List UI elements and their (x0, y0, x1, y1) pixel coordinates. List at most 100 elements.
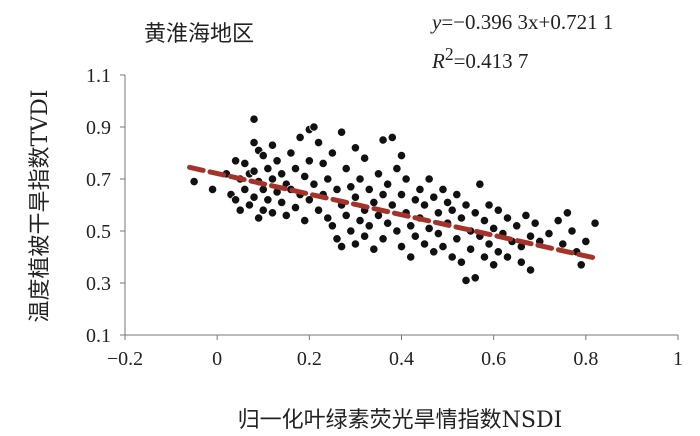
data-point (360, 153, 370, 163)
data-point (553, 216, 563, 226)
data-point (512, 221, 522, 231)
data-point (562, 208, 573, 218)
x-tick-label: 0.4 (389, 348, 414, 370)
data-point (263, 164, 273, 174)
data-point (267, 140, 278, 150)
data-point (313, 205, 324, 215)
data-point (410, 195, 420, 205)
data-point (313, 138, 324, 148)
data-point (240, 158, 250, 168)
data-point (558, 239, 568, 249)
data-point (350, 143, 361, 153)
data-point (433, 208, 443, 218)
data-point (396, 151, 407, 161)
data-point (267, 174, 278, 184)
data-point (470, 208, 480, 218)
data-point (254, 213, 264, 223)
data-point (364, 184, 374, 194)
data-point (378, 234, 388, 244)
data-point (489, 223, 499, 233)
data-point (442, 197, 453, 207)
data-point (332, 234, 342, 244)
data-point (429, 247, 439, 257)
data-point (502, 213, 513, 223)
data-point (309, 122, 319, 132)
region-title: 黄淮海地区 (144, 22, 255, 47)
data-point (318, 158, 328, 168)
y-tick-label: 0.1 (86, 325, 111, 347)
data-point (433, 229, 443, 239)
data-point (336, 127, 347, 137)
data-point (406, 252, 416, 262)
data-point (189, 177, 199, 187)
data-point (231, 156, 241, 166)
data-point (249, 192, 259, 202)
data-point (489, 260, 499, 270)
data-point (581, 236, 591, 246)
data-point (438, 242, 448, 252)
data-point (304, 195, 314, 205)
data-point (240, 184, 250, 194)
data-point (590, 218, 600, 228)
data-point (249, 138, 259, 148)
data-point (484, 200, 494, 210)
x-tick-label: 0.6 (481, 348, 506, 370)
data-point (350, 239, 361, 249)
data-point (479, 252, 490, 262)
data-point (576, 260, 586, 270)
r-squared-superscript: 2 (444, 44, 454, 64)
data-point (207, 184, 218, 194)
r-squared-line: R2=0.413 7 (432, 38, 613, 77)
data-point (456, 257, 467, 267)
data-point (304, 156, 314, 166)
data-point (355, 174, 365, 184)
trend-line (187, 164, 598, 261)
data-point (323, 174, 333, 184)
data-point (267, 208, 278, 218)
data-point (373, 169, 384, 179)
data-point (369, 197, 379, 207)
data-point (406, 221, 416, 231)
data-point (530, 218, 540, 228)
data-point (350, 192, 361, 202)
data-point (369, 244, 379, 254)
y-tick-label: 0.3 (86, 273, 111, 295)
data-point (466, 244, 476, 254)
data-point (272, 156, 282, 166)
data-point (396, 242, 407, 252)
data-point (323, 213, 333, 223)
data-point (263, 195, 273, 205)
data-point (355, 216, 365, 226)
data-point (327, 148, 337, 158)
data-point (231, 195, 241, 205)
data-point (383, 218, 393, 228)
data-point (383, 179, 393, 189)
data-point (249, 166, 259, 176)
y-tick-label: 0.5 (86, 221, 111, 243)
data-point (567, 226, 577, 236)
data-point (387, 132, 397, 142)
equation-rest: =−0.396 3x+0.721 1 (441, 10, 614, 34)
data-point (244, 200, 255, 210)
data-point (290, 203, 301, 213)
data-point (410, 231, 420, 241)
data-point (521, 210, 531, 220)
x-tick-label: −0.2 (107, 348, 143, 370)
x-tick-label: 1 (673, 348, 683, 370)
data-point (364, 221, 374, 231)
data-point (392, 226, 402, 236)
data-point (401, 174, 411, 184)
data-point (544, 229, 554, 239)
data-point (360, 231, 370, 241)
data-point (525, 231, 536, 241)
data-point (258, 205, 268, 215)
data-point (341, 164, 351, 174)
data-point (438, 184, 448, 194)
data-point (392, 164, 402, 174)
data-point (456, 213, 467, 223)
data-point (281, 210, 291, 220)
data-point (484, 239, 494, 249)
data-point (277, 169, 287, 179)
data-point (309, 179, 319, 189)
data-point (290, 164, 301, 174)
